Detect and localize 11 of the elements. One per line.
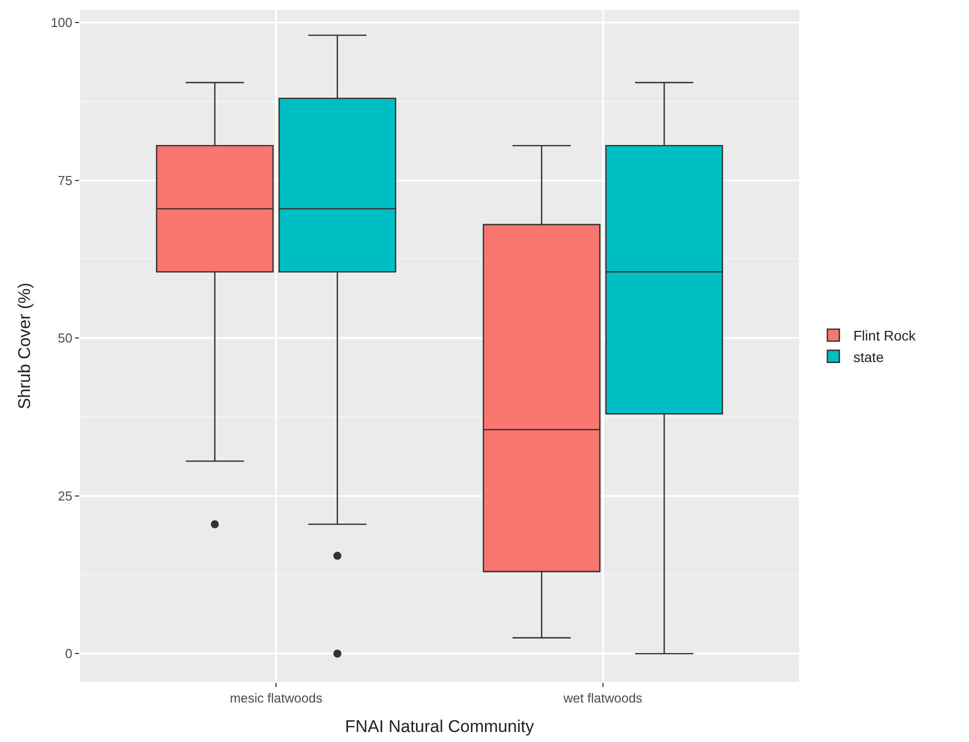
y-tick-label: 100 [50,15,72,30]
y-tick-label: 50 [58,330,72,346]
x-axis-title: FNAI Natural Community [345,717,534,736]
y-tick-label: 0 [65,646,72,662]
legend-label: state [853,348,884,365]
y-tick-label: 75 [58,172,72,188]
legend-label: Flint Rock [853,328,917,344]
y-axis-title: Shrub Cover (%) [15,282,34,410]
x-tick-label: mesic flatwoods [230,690,323,706]
x-tick-label: wet flatwoods [562,690,643,706]
y-tick-label: 25 [58,488,72,504]
